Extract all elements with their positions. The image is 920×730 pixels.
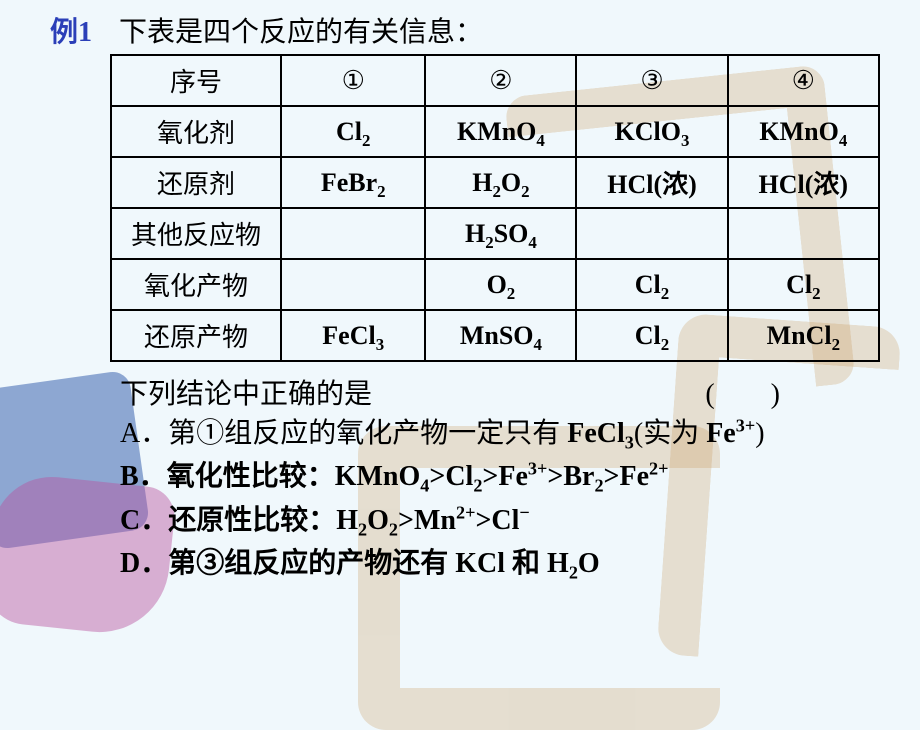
- row-label: 还原剂: [111, 157, 281, 208]
- data-cell: [728, 208, 879, 259]
- data-cell: FeBr2: [281, 157, 425, 208]
- data-cell: Cl2: [728, 259, 879, 310]
- row-label: 氧化产物: [111, 259, 281, 310]
- data-cell: Cl2: [576, 259, 727, 310]
- data-cell: HCl(浓): [728, 157, 879, 208]
- data-cell: H2SO4: [425, 208, 576, 259]
- data-cell: KMnO4: [728, 106, 879, 157]
- header-cell: 序号: [111, 55, 281, 106]
- choice-label: A．: [120, 418, 168, 449]
- row-label: 其他反应物: [111, 208, 281, 259]
- row-label: 还原产物: [111, 310, 281, 361]
- choice-text: 氧化性比较：KMnO4>Cl2>Fe3+>Br2>Fe2+: [167, 461, 669, 492]
- data-cell: H2O2: [425, 157, 576, 208]
- choice-B: B．氧化性比较：KMnO4>Cl2>Fe3+>Br2>Fe2+: [120, 455, 880, 498]
- choice-A: A．第①组反应的氧化产物一定只有 FeCl3(实为 Fe3+): [120, 412, 880, 455]
- choice-text: 还原性比较：H2O2>Mn2+>Cl−: [168, 505, 530, 536]
- data-cell: [281, 208, 425, 259]
- header-cell: ③: [576, 55, 727, 106]
- data-cell: FeCl3: [281, 310, 425, 361]
- question-header: 例1 下表是四个反应的有关信息：: [50, 10, 880, 50]
- data-cell: Cl2: [576, 310, 727, 361]
- header-cell: ②: [425, 55, 576, 106]
- data-cell: O2: [425, 259, 576, 310]
- question-stem: 下列结论中正确的是 ( ): [50, 372, 880, 412]
- table-row: 氧化剂 Cl2 KMnO4 KClO3 KMnO4: [111, 106, 879, 157]
- answer-blank: ( ): [705, 372, 780, 412]
- data-cell: KMnO4: [425, 106, 576, 157]
- data-cell: HCl(浓): [576, 157, 727, 208]
- choice-C: C．还原性比较：H2O2>Mn2+>Cl−: [120, 499, 880, 542]
- header-cell: ④: [728, 55, 879, 106]
- data-cell: MnSO4: [425, 310, 576, 361]
- choice-label: C．: [120, 505, 168, 536]
- intro-text: 下表是四个反应的有关信息：: [119, 17, 483, 48]
- data-cell: KClO3: [576, 106, 727, 157]
- table-row: 还原剂 FeBr2 H2O2 HCl(浓) HCl(浓): [111, 157, 879, 208]
- data-cell: [281, 259, 425, 310]
- choice-label: B．: [120, 461, 167, 492]
- example-label: 例1: [50, 17, 92, 48]
- data-cell: MnCl2: [728, 310, 879, 361]
- stem-text: 下列结论中正确的是: [120, 372, 372, 412]
- table-row: 还原产物 FeCl3 MnSO4 Cl2 MnCl2: [111, 310, 879, 361]
- reaction-table: 序号 ① ② ③ ④ 氧化剂 Cl2 KMnO4 KClO3 KMnO4 还原剂…: [110, 54, 880, 362]
- data-cell: Cl2: [281, 106, 425, 157]
- row-label: 氧化剂: [111, 106, 281, 157]
- choice-text: 第③组反应的产物还有 KCl 和 H2O: [168, 548, 599, 579]
- choice-D: D．第③组反应的产物还有 KCl 和 H2O: [120, 542, 880, 585]
- choice-text: 第①组反应的氧化产物一定只有 FeCl3(实为 Fe3+): [168, 418, 764, 449]
- choice-label: D．: [120, 548, 168, 579]
- choices-block: A．第①组反应的氧化产物一定只有 FeCl3(实为 Fe3+) B．氧化性比较：…: [50, 412, 880, 586]
- table-header-row: 序号 ① ② ③ ④: [111, 55, 879, 106]
- table-row: 其他反应物 H2SO4: [111, 208, 879, 259]
- data-cell: [576, 208, 727, 259]
- table-row: 氧化产物 O2 Cl2 Cl2: [111, 259, 879, 310]
- header-cell: ①: [281, 55, 425, 106]
